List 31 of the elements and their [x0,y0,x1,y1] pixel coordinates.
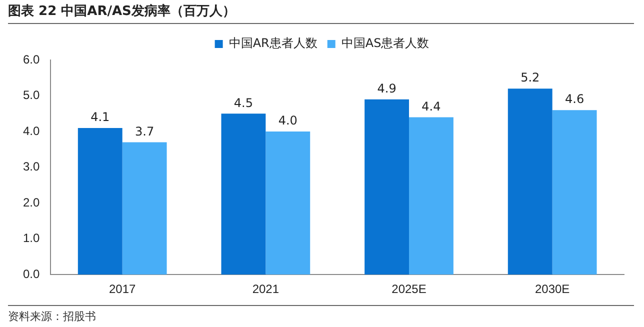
data-label: 4.5 [234,96,254,110]
y-tick-label: 4.0 [22,124,40,138]
data-label: 3.7 [135,124,154,138]
legend-label: 中国AR患者人数 [228,36,318,50]
bar [364,99,410,275]
text: 资料来源：招股书 [8,305,634,324]
data-label: 4.9 [377,81,396,96]
bar [409,117,454,275]
x-tick-label: 2021 [252,282,280,296]
bar [552,110,597,275]
data-label: 4.0 [278,114,298,128]
x-tick-label: 2017 [108,282,136,296]
data-label: 4.1 [90,110,110,124]
data-label: 4.4 [422,99,441,114]
bar [266,132,310,275]
y-tick-label: 5.0 [22,88,40,102]
x-tick-label: 2030E [534,282,570,296]
y-tick-label: 3.0 [22,160,40,174]
legend-label: 中国AS患者人数 [341,36,430,50]
y-tick-label: 6.0 [22,52,40,66]
bar [78,128,122,275]
y-tick-label: 2.0 [22,195,40,210]
bar [508,88,552,275]
data-label: 5.2 [520,70,540,85]
y-tick-label: 1.0 [22,231,40,246]
bar [122,142,167,275]
chart-title: 图表 22 中国AR/AS发病率（百万人） [8,2,634,24]
data-label: 4.6 [565,92,584,106]
x-tick-label: 2025E [392,282,426,296]
y-tick-label: 0.0 [22,266,40,281]
bar [221,114,266,275]
